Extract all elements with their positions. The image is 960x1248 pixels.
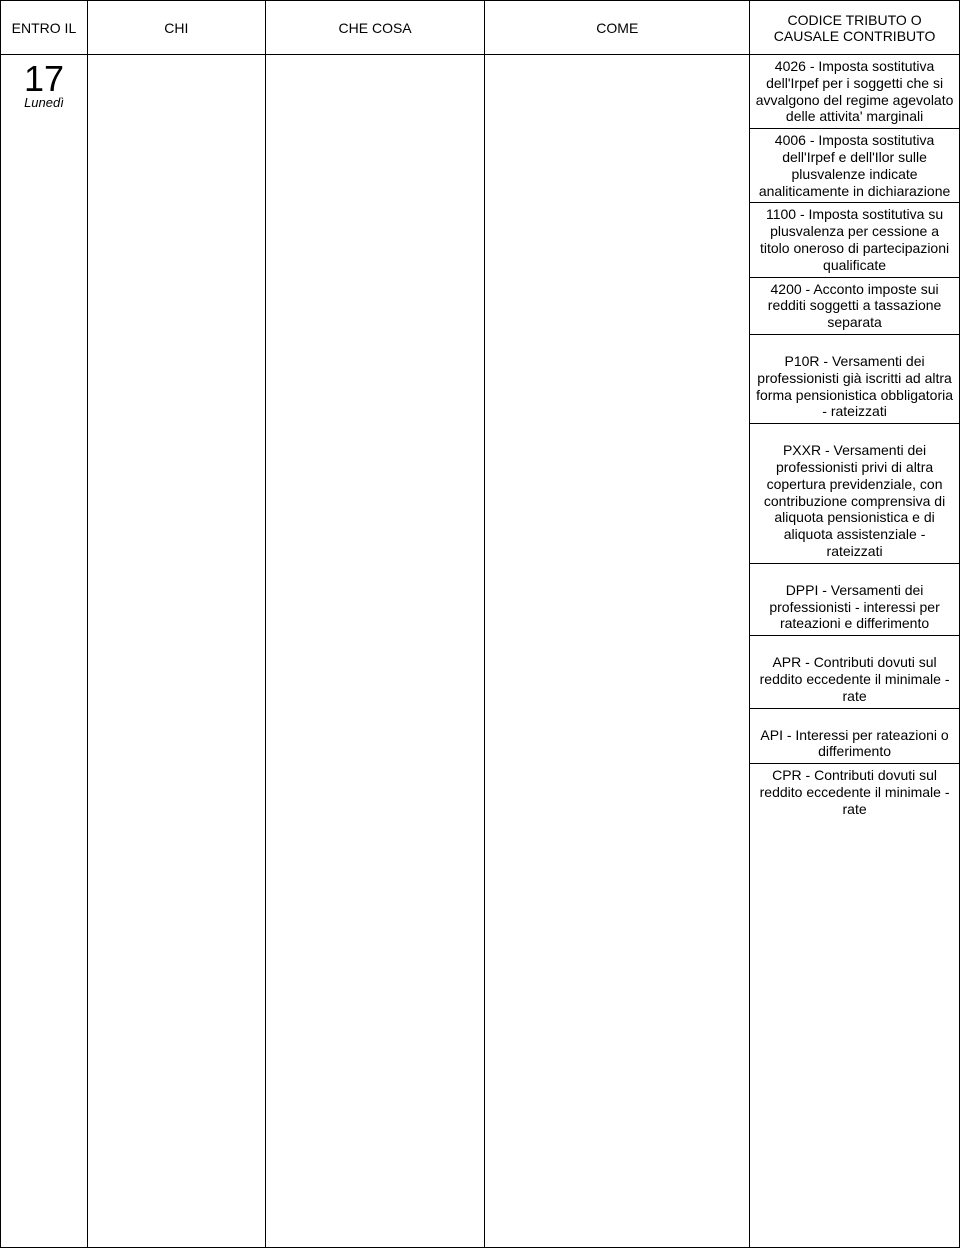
code-item: 4026 - Imposta sostitutiva dell'Irpef pe…	[750, 55, 959, 128]
schedule-table: ENTRO IL CHI CHE COSA COME CODICE TRIBUT…	[0, 0, 960, 1248]
che-cosa-cell	[265, 55, 485, 1248]
code-item: P10R - Versamenti dei professionisti già…	[750, 334, 959, 423]
header-chi: CHI	[87, 1, 265, 55]
day-number: 17	[3, 61, 85, 97]
header-come: COME	[485, 1, 750, 55]
header-codice: CODICE TRIBUTO O CAUSALE CONTRIBUTO	[750, 1, 960, 55]
code-item: 4006 - Imposta sostitutiva dell'Irpef e …	[750, 128, 959, 202]
table-header-row: ENTRO IL CHI CHE COSA COME CODICE TRIBUT…	[1, 1, 960, 55]
header-che-cosa: CHE COSA	[265, 1, 485, 55]
code-item: 4200 - Acconto imposte sui redditi sogge…	[750, 277, 959, 334]
table-body-row: 17 Lunedì 4026 - Imposta sostitutiva del…	[1, 55, 960, 1248]
come-cell	[485, 55, 750, 1248]
code-item: DPPI - Versamenti dei professionisti - i…	[750, 563, 959, 635]
code-item: APR - Contributi dovuti sul reddito ecce…	[750, 635, 959, 707]
header-entro-il: ENTRO IL	[1, 1, 88, 55]
header-codice-line1: CODICE TRIBUTO O	[788, 12, 922, 28]
code-item: PXXR - Versamenti dei professionisti pri…	[750, 423, 959, 563]
code-list: 4026 - Imposta sostitutiva dell'Irpef pe…	[750, 55, 959, 820]
date-cell: 17 Lunedì	[1, 55, 88, 1248]
header-codice-line2: CAUSALE CONTRIBUTO	[774, 28, 936, 44]
chi-cell	[87, 55, 265, 1248]
code-item: 1100 - Imposta sostitutiva su plusvalenz…	[750, 202, 959, 276]
codes-cell: 4026 - Imposta sostitutiva dell'Irpef pe…	[750, 55, 960, 1248]
day-name: Lunedì	[3, 95, 85, 110]
code-item: CPR - Contributi dovuti sul reddito ecce…	[750, 763, 959, 820]
code-item: API - Interessi per rateazioni o differi…	[750, 708, 959, 764]
